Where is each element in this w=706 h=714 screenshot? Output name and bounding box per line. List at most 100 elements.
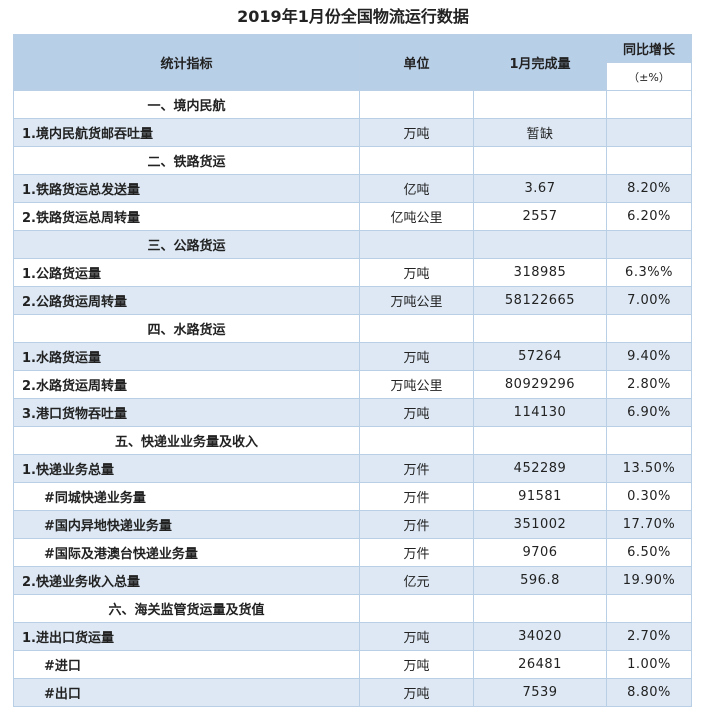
unit-cell <box>359 146 474 175</box>
table-row: #国内异地快递业务量 万件 351002 17.70% <box>13 510 692 539</box>
unit-cell: 亿元 <box>359 566 474 595</box>
table-row: 2.铁路货运总周转量 亿吨公里 2557 6.20% <box>13 202 692 231</box>
logistics-data-table: 统计指标 单位 1月完成量 同比增长 （±%） 一、境内民航 1.境内民航货邮吞吐… <box>13 34 692 707</box>
value-cell: 26481 <box>473 650 607 679</box>
growth-cell: 6.3%% <box>606 258 692 287</box>
value-cell: 91581 <box>473 482 607 511</box>
indicator-cell: 1.铁路货运总发送量 <box>13 174 360 203</box>
indicator-cell: 2.铁路货运总周转量 <box>13 202 360 231</box>
indicator-cell: 2.快递业务收入总量 <box>13 566 360 595</box>
section-row: 二、铁路货运 <box>13 146 692 175</box>
indicator-cell: 3.港口货物吞吐量 <box>13 398 360 427</box>
table-row: #同城快递业务量 万件 91581 0.30% <box>13 482 692 511</box>
header-indicator: 统计指标 <box>13 34 360 91</box>
header-growth-unit: （±%） <box>606 62 692 91</box>
value-cell: 351002 <box>473 510 607 539</box>
header-unit: 单位 <box>359 34 474 91</box>
indicator-cell: 1.境内民航货邮吞吐量 <box>13 118 360 147</box>
indicator-cell: 六、海关监管货运量及货值 <box>13 594 360 623</box>
unit-cell: 万吨 <box>359 650 474 679</box>
indicator-cell: 1.进出口货运量 <box>13 622 360 651</box>
indicator-cell: 二、铁路货运 <box>13 146 360 175</box>
value-cell <box>473 146 607 175</box>
unit-cell: 万件 <box>359 510 474 539</box>
value-cell <box>473 90 607 119</box>
indicator-cell: 2.公路货运周转量 <box>13 286 360 315</box>
indicator-cell: #进口 <box>13 650 360 679</box>
unit-cell: 万吨 <box>359 258 474 287</box>
growth-cell: 13.50% <box>606 454 692 483</box>
unit-cell: 万件 <box>359 482 474 511</box>
value-cell: 452289 <box>473 454 607 483</box>
table-row: 1.进出口货运量 万吨 34020 2.70% <box>13 622 692 651</box>
growth-cell: 7.00% <box>606 286 692 315</box>
value-cell: 9706 <box>473 538 607 567</box>
unit-cell <box>359 314 474 343</box>
value-cell: 34020 <box>473 622 607 651</box>
growth-cell <box>606 118 692 147</box>
table-row: #国际及港澳台快递业务量 万件 9706 6.50% <box>13 538 692 567</box>
table-row: 1.公路货运量 万吨 318985 6.3%% <box>13 258 692 287</box>
value-cell: 2557 <box>473 202 607 231</box>
value-cell <box>473 314 607 343</box>
growth-cell <box>606 90 692 119</box>
page-title: 2019年1月份全国物流运行数据 <box>237 7 469 26</box>
unit-cell: 万吨 <box>359 678 474 707</box>
growth-cell: 6.90% <box>606 398 692 427</box>
table-body: 一、境内民航 1.境内民航货邮吞吐量 万吨 暂缺 二、铁路货运 1.铁路货运总发送量 亿吨 3… <box>13 90 692 707</box>
section-row: 四、水路货运 <box>13 314 692 343</box>
value-cell: 114130 <box>473 398 607 427</box>
indicator-cell: #出口 <box>13 678 360 707</box>
growth-cell <box>606 314 692 343</box>
section-row: 五、快递业业务量及收入 <box>13 426 692 455</box>
growth-cell: 19.90% <box>606 566 692 595</box>
unit-cell: 万件 <box>359 454 474 483</box>
unit-cell <box>359 90 474 119</box>
section-row: 三、公路货运 <box>13 230 692 259</box>
unit-cell: 万吨 <box>359 398 474 427</box>
indicator-cell: 1.水路货运量 <box>13 342 360 371</box>
table-header-subrow: （±%） <box>14 62 692 91</box>
indicator-cell: 2.水路货运周转量 <box>13 370 360 399</box>
growth-cell: 9.40% <box>606 342 692 371</box>
unit-cell: 万吨公里 <box>359 286 474 315</box>
table-row: 1.水路货运量 万吨 57264 9.40% <box>13 342 692 371</box>
indicator-cell: #同城快递业务量 <box>13 482 360 511</box>
header-january-value: 1月完成量 <box>473 34 607 91</box>
table-row: 2.快递业务收入总量 亿元 596.8 19.90% <box>13 566 692 595</box>
growth-cell: 6.50% <box>606 538 692 567</box>
value-cell: 57264 <box>473 342 607 371</box>
growth-cell <box>606 594 692 623</box>
unit-cell: 万吨公里 <box>359 370 474 399</box>
table-row: 3.港口货物吞吐量 万吨 114130 6.90% <box>13 398 692 427</box>
value-cell <box>473 594 607 623</box>
unit-cell <box>359 594 474 623</box>
indicator-cell: 一、境内民航 <box>13 90 360 119</box>
value-cell <box>473 230 607 259</box>
value-cell: 80929296 <box>473 370 607 399</box>
value-cell: 318985 <box>473 258 607 287</box>
table-header-row: 统计指标 单位 1月完成量 同比增长 <box>13 34 692 91</box>
value-cell: 58122665 <box>473 286 607 315</box>
unit-cell <box>359 426 474 455</box>
growth-cell: 17.70% <box>606 510 692 539</box>
indicator-cell: 四、水路货运 <box>13 314 360 343</box>
section-row: 六、海关监管货运量及货值 <box>13 594 692 623</box>
table-row: 1.铁路货运总发送量 亿吨 3.67 8.20% <box>13 174 692 203</box>
header-yoy-growth: 同比增长 <box>606 34 692 63</box>
growth-cell: 2.70% <box>606 622 692 651</box>
section-row: 一、境内民航 <box>13 90 692 119</box>
table-row: 2.水路货运周转量 万吨公里 80929296 2.80% <box>13 370 692 399</box>
unit-cell: 亿吨 <box>359 174 474 203</box>
growth-cell: 8.80% <box>606 678 692 707</box>
indicator-cell: #国际及港澳台快递业务量 <box>13 538 360 567</box>
indicator-cell: 1.快递业务总量 <box>13 454 360 483</box>
unit-cell: 亿吨公里 <box>359 202 474 231</box>
growth-cell: 0.30% <box>606 482 692 511</box>
table-row: 1.快递业务总量 万件 452289 13.50% <box>13 454 692 483</box>
growth-cell <box>606 426 692 455</box>
value-cell <box>473 426 607 455</box>
indicator-cell: #国内异地快递业务量 <box>13 510 360 539</box>
growth-cell: 2.80% <box>606 370 692 399</box>
unit-cell: 万吨 <box>359 342 474 371</box>
